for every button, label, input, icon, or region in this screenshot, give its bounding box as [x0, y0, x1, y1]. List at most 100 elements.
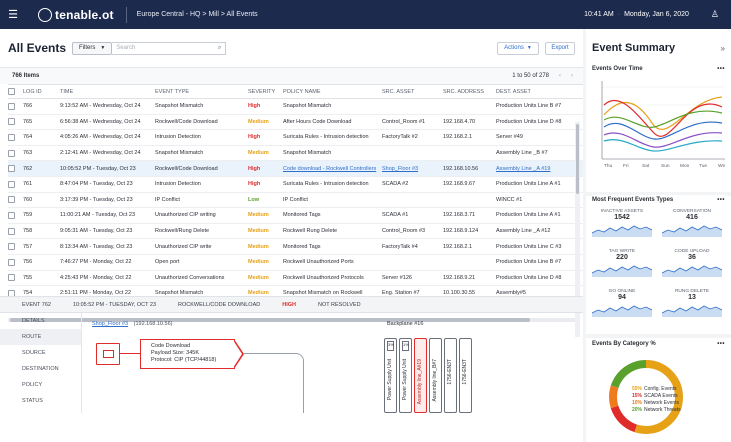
column-header[interactable]: DEST. ASSET: [496, 84, 583, 99]
backplane-module[interactable]: 1% Power Supply Unit: [399, 338, 412, 413]
cell-policy: Monitored Tags: [283, 238, 382, 255]
event-type-stat[interactable]: TAG WRITE 220: [591, 249, 653, 279]
table-row[interactable]: 764 4:05:26 AM - Wednesday, Oct 24 Intrusi…: [8, 129, 583, 146]
logo[interactable]: tenable.ot: [38, 7, 114, 22]
backplane-module[interactable]: Assembly line_B#7: [429, 338, 442, 413]
table-row[interactable]: 758 9:05:31 AM - Tuesday, Oct 23 Rockwell/…: [8, 223, 583, 240]
more-options-icon[interactable]: •••: [717, 66, 725, 72]
tab-destination[interactable]: DESTINATION: [22, 366, 59, 372]
source-node-link[interactable]: Shop_Floor #3: [92, 321, 129, 327]
backplane-module[interactable]: Assembly line_A#19: [414, 338, 427, 413]
event-type-stat[interactable]: RUNG DELETE 13: [661, 289, 723, 319]
cell-src-address: 192.168.2.1: [443, 238, 496, 255]
row-checkbox[interactable]: [8, 129, 23, 146]
tab-route[interactable]: ROUTE: [0, 329, 81, 345]
search-input[interactable]: Search ⌕: [112, 41, 227, 55]
row-checkbox[interactable]: [8, 238, 23, 255]
export-button[interactable]: Export: [545, 41, 575, 55]
column-header[interactable]: SEVERITY: [248, 84, 283, 99]
row-checkbox[interactable]: [8, 176, 23, 193]
table-row[interactable]: 761 8:47:04 PM - Tuesday, Oct 23 Intrusion…: [8, 176, 583, 193]
computer-icon[interactable]: [96, 343, 120, 365]
module-name: 1756-EN3T: [447, 359, 453, 385]
horizontal-scrollbar[interactable]: [8, 318, 575, 322]
cell-time: 4:25:43 PM - Monday, Oct 22: [60, 270, 155, 287]
row-checkbox[interactable]: [8, 223, 23, 240]
backplane-module[interactable]: 1756-EN3T: [444, 338, 457, 413]
cell-src-address: [443, 98, 496, 115]
column-header[interactable]: LOG ID: [23, 84, 60, 99]
cell-policy[interactable]: Code download - Rockwell Controllers: [283, 160, 382, 177]
event-type-stat[interactable]: GO ONLINE 94: [591, 289, 653, 319]
row-checkbox[interactable]: [8, 145, 23, 162]
row-checkbox[interactable]: [8, 114, 23, 131]
table-row[interactable]: 760 3:17:39 PM - Tuesday, Oct 23 IP Confli…: [8, 192, 583, 209]
table-row[interactable]: 762 10:05:52 PM - Tuesday, Oct 23 Rockwell…: [8, 160, 583, 177]
detail-event-type: ROCKWELL/CODE DOWNLOAD: [178, 301, 261, 308]
table-row[interactable]: 765 6:56:38 AM - Wednesday, Oct 24 Rockwel…: [8, 114, 583, 131]
user-icon[interactable]: ♙: [710, 9, 719, 19]
detail-tabs: DETAILS ROUTE SOURCE DESTINATION POLICY …: [0, 313, 82, 413]
tab-status[interactable]: STATUS: [22, 398, 43, 404]
events-panel: All Events Filters ▼ Search ⌕ Actions ▼ …: [0, 29, 583, 442]
table-header-row: LOG ID TIME EVENT TYPE SEVERITY POLICY N…: [8, 84, 583, 99]
table-row[interactable]: 759 11:00:21 AM - Tuesday, Oct 23 Unauthor…: [8, 207, 583, 224]
cell-policy: Rockwell Rung Delete: [283, 223, 382, 240]
event-type-stat[interactable]: INACTIVE ASSETS 1542: [591, 209, 653, 239]
table-row[interactable]: 757 8:13:34 AM - Tuesday, Oct 23 Unauthori…: [8, 238, 583, 255]
event-type-stat[interactable]: CONVERSATION 416: [661, 209, 723, 239]
cell-log-id: 757: [23, 238, 60, 255]
tab-details[interactable]: DETAILS: [22, 318, 45, 324]
cell-dest-asset: Production Units Line A #1: [496, 176, 583, 193]
table-row[interactable]: 763 2:12:41 AM - Wednesday, Oct 24 Snapsho…: [8, 145, 583, 162]
cell-dest-asset: Production Units Line C #3: [496, 238, 583, 255]
more-options-icon[interactable]: •••: [717, 197, 725, 203]
more-options-icon[interactable]: •••: [717, 341, 725, 347]
row-checkbox[interactable]: [8, 270, 23, 287]
actions-button[interactable]: Actions ▼: [497, 41, 539, 55]
column-header[interactable]: SRC. ASSET: [382, 84, 443, 99]
sparkline: [591, 225, 653, 237]
row-checkbox[interactable]: [8, 98, 23, 115]
backplane-module[interactable]: 3% Power Supply Unit: [384, 338, 397, 413]
column-header[interactable]: TIME: [60, 84, 155, 99]
cell-severity: Medium: [248, 254, 283, 271]
cell-severity: Medium: [248, 207, 283, 224]
table-row[interactable]: 766 9:13:52 AM - Wednesday, Oct 24 Snapsho…: [8, 98, 583, 115]
cell-dest-asset: Production Units Line D #8: [496, 270, 583, 287]
cell-event-type: IP Conflict: [155, 192, 248, 209]
cell-time: 4:05:26 AM - Wednesday, Oct 24: [60, 129, 155, 146]
cell-src-asset[interactable]: Shop_Floor #3: [382, 160, 443, 177]
row-checkbox[interactable]: [8, 192, 23, 209]
collapse-panel-icon[interactable]: »: [720, 43, 725, 53]
backplane-module[interactable]: 1756-EN3T: [459, 338, 472, 413]
series-line: [603, 139, 723, 152]
donut-slice: [609, 360, 683, 434]
prev-page-icon[interactable]: ‹: [559, 73, 561, 79]
column-header[interactable]: SRC. ADDRESS: [443, 84, 496, 99]
legend-item: 20% Network Threats: [632, 406, 681, 413]
select-all-checkbox[interactable]: [8, 84, 23, 99]
next-page-icon[interactable]: ›: [571, 73, 573, 79]
table-row[interactable]: 755 4:25:43 PM - Monday, Oct 22 Unauthoriz…: [8, 270, 583, 287]
breadcrumb[interactable]: Europe Central - HQ > Mill > All Events: [136, 11, 258, 18]
row-checkbox[interactable]: [8, 207, 23, 224]
vertical-scrollbar[interactable]: [575, 122, 580, 337]
filters-dropdown[interactable]: Filters ▼: [72, 41, 113, 55]
tab-source[interactable]: SOURCE: [22, 350, 46, 356]
cell-time: 8:47:04 PM - Tuesday, Oct 23: [60, 176, 155, 193]
cell-dest-asset[interactable]: Assembly Line _A #19: [496, 160, 583, 177]
event-type-stat[interactable]: CODE UPLOAD 36: [661, 249, 723, 279]
cell-severity: Medium: [248, 270, 283, 287]
module-name: Power Supply Unit: [387, 359, 393, 401]
hamburger-menu-icon[interactable]: ☰: [8, 9, 18, 21]
row-checkbox[interactable]: [8, 160, 23, 177]
divider: [125, 6, 127, 23]
row-checkbox[interactable]: [8, 254, 23, 271]
column-header[interactable]: EVENT TYPE: [155, 84, 248, 99]
column-header[interactable]: POLICY NAME: [283, 84, 382, 99]
tab-policy[interactable]: POLICY: [22, 382, 43, 388]
category-donut: [609, 360, 683, 434]
table-row[interactable]: 756 7:46:27 PM - Monday, Oct 22 Open port M…: [8, 254, 583, 271]
item-count: 766 Items: [12, 73, 40, 79]
